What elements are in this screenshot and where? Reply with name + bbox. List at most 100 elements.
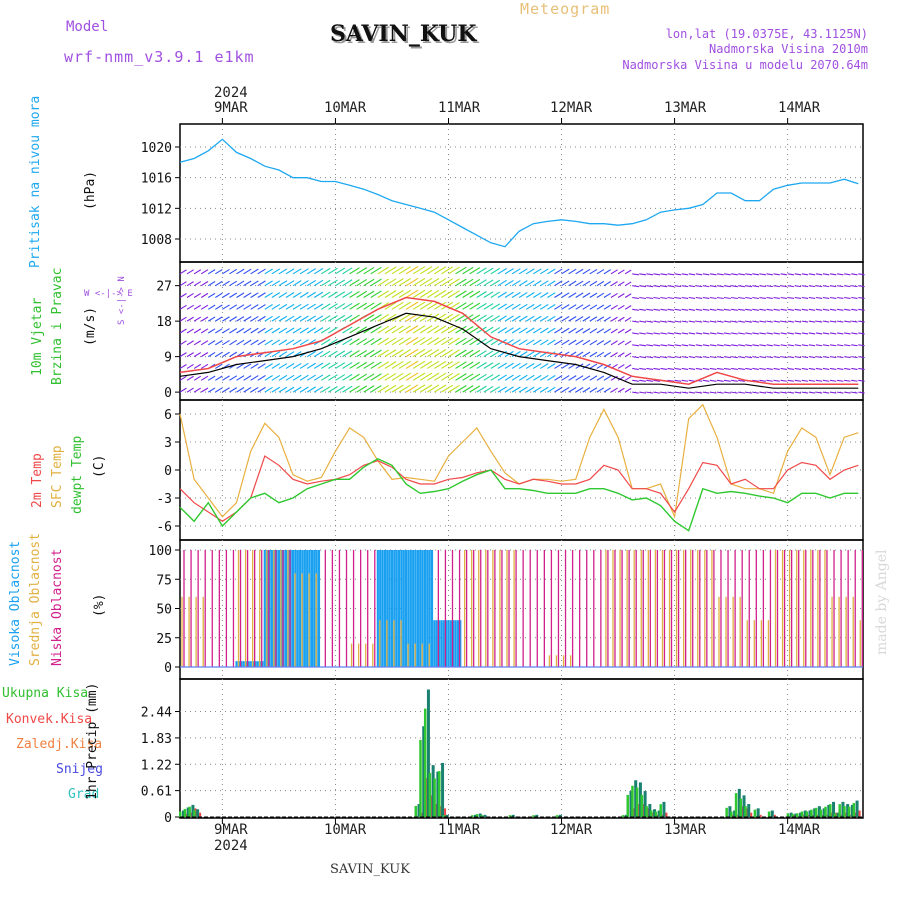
wind-barb <box>349 267 360 275</box>
wind-barb <box>356 385 368 393</box>
wind-barb <box>738 308 745 311</box>
wind-barb <box>299 291 309 298</box>
wind-barb <box>780 367 787 370</box>
wind-barb <box>532 351 542 358</box>
wind-barb <box>752 308 760 311</box>
wind-barb <box>780 391 787 394</box>
wind-barb <box>222 292 230 298</box>
wind-barb <box>723 308 731 311</box>
wind-barb <box>610 281 618 287</box>
model-label: Model <box>66 19 109 35</box>
wind-barb <box>384 301 397 310</box>
wind-barb <box>193 363 202 369</box>
wind-barb <box>455 290 467 298</box>
bottom-day-label: 10MAR <box>324 822 367 838</box>
wind-barb <box>815 391 823 394</box>
wind-barb <box>278 327 288 334</box>
wind-barb <box>561 375 570 381</box>
wind-barb <box>483 279 494 287</box>
wind-barb <box>766 320 773 323</box>
wind-barb <box>349 338 360 346</box>
sfc-temp-line <box>179 403 859 519</box>
wind-barb <box>427 337 440 346</box>
wind-barb <box>292 291 302 298</box>
wind-barb <box>370 314 382 322</box>
wind-barb <box>398 372 411 381</box>
wind-barb <box>639 273 647 276</box>
wind-barb <box>518 268 528 275</box>
wind-barb <box>695 332 703 335</box>
wind-barb <box>518 327 528 334</box>
wind-barb <box>547 268 556 275</box>
wind-barb <box>667 285 675 288</box>
wind-barb <box>716 332 724 335</box>
wind-barb <box>674 320 682 323</box>
panel-frame <box>179 123 864 263</box>
wind-barb <box>766 344 773 347</box>
wind-barb <box>617 316 625 322</box>
wind-barb <box>716 285 724 288</box>
wind-barb <box>603 304 612 310</box>
y-tick-label: 3 <box>164 436 172 451</box>
wind-barb <box>822 320 830 323</box>
wind-barb <box>731 391 738 394</box>
wind-barb <box>398 301 411 310</box>
wind-barb <box>278 351 288 358</box>
wind-barb <box>377 361 390 369</box>
wind-barb <box>858 296 865 299</box>
wind-barb <box>794 296 802 299</box>
wind-barb <box>200 340 209 346</box>
precip-total-bar <box>813 808 817 817</box>
precip-total-bar <box>817 806 821 817</box>
wind-barb <box>787 296 795 299</box>
wind-barb <box>837 296 844 299</box>
precip-total-bar <box>747 804 751 817</box>
precip-total-bar <box>445 814 449 817</box>
wind-barb <box>808 296 816 299</box>
wind-barb <box>745 320 753 323</box>
wind-barb <box>632 356 639 359</box>
wind-barb <box>731 332 738 335</box>
precip-total-bar <box>814 807 818 817</box>
wind-barb <box>306 386 316 393</box>
y-tick-label: 27 <box>156 280 172 295</box>
wind-barb <box>363 385 375 393</box>
wind-barb <box>271 315 281 322</box>
wind-barb <box>815 344 823 347</box>
wind-barb <box>363 302 375 310</box>
wind-barb <box>837 344 844 347</box>
wind-barb <box>554 268 563 275</box>
wind-barb <box>603 328 612 334</box>
wind-barb <box>773 296 780 299</box>
wind-barb <box>243 292 252 298</box>
precip-total-bar <box>183 808 187 817</box>
wind-barb <box>554 292 563 298</box>
wind-barb <box>469 267 481 275</box>
wind-barb <box>328 362 338 369</box>
wind-barb <box>554 304 563 310</box>
wind-barb <box>412 301 426 310</box>
wind-barb <box>441 278 454 287</box>
wind-barb <box>222 339 230 346</box>
wind-barb <box>250 315 259 322</box>
wind-barb <box>292 362 302 369</box>
wind-barb <box>716 273 724 276</box>
wind-barb <box>723 296 731 300</box>
wind-barb <box>335 374 346 381</box>
wind-barb <box>653 296 661 300</box>
wind-barb <box>511 374 521 381</box>
wind-barb <box>617 352 625 358</box>
precip-total-bar <box>422 726 426 817</box>
wind-barb <box>738 379 745 382</box>
wind-barb <box>384 266 397 275</box>
wind-barb <box>278 303 288 310</box>
wind-barb <box>568 292 577 298</box>
wind-barb <box>476 373 487 381</box>
wind-barb <box>561 280 570 287</box>
wind-barb <box>681 391 689 394</box>
wind-barb <box>688 379 696 382</box>
wind-barb <box>229 387 238 393</box>
wind-barb <box>250 280 259 287</box>
precip-conv-bar <box>665 812 668 817</box>
wind-barb <box>624 364 632 369</box>
